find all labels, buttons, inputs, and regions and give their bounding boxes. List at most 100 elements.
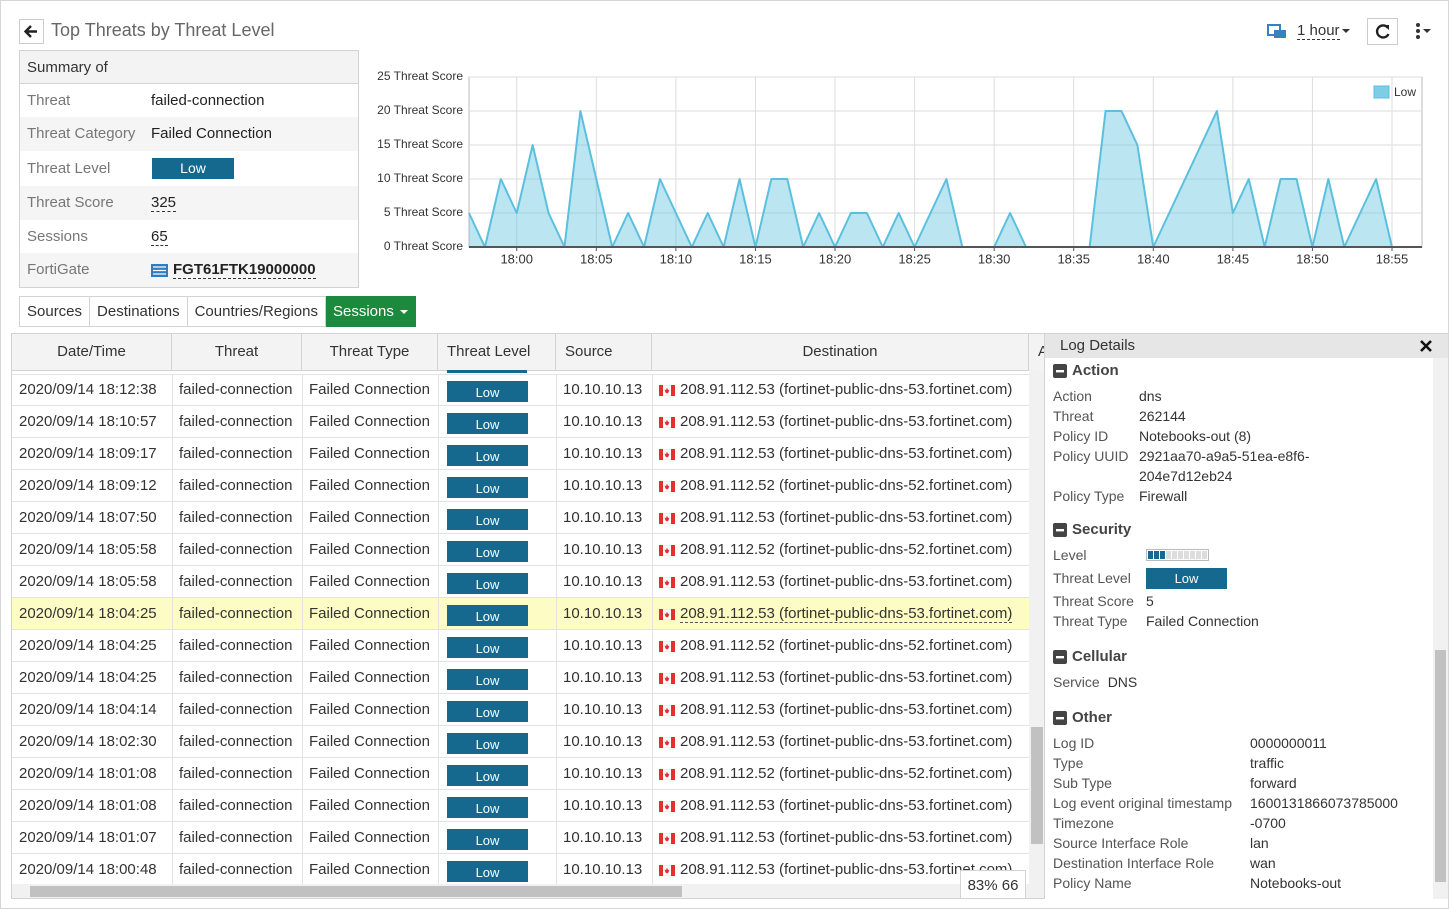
table-row[interactable]: [12, 694, 1029, 726]
table-row[interactable]: [12, 502, 1029, 534]
column-divider: [172, 598, 173, 630]
destination-text[interactable]: 208.91.112.53 (fortinet-public-dns-53.fo…: [680, 445, 1013, 462]
column-header[interactable]: Threat Level: [438, 334, 556, 370]
destination-text[interactable]: 208.91.112.53 (fortinet-public-dns-53.fo…: [680, 573, 1013, 590]
summary-value: 325: [151, 186, 177, 220]
level-bar: [1146, 545, 1428, 565]
tab[interactable]: Sources: [19, 296, 91, 327]
table-row[interactable]: [12, 822, 1029, 854]
level-segment: [1202, 551, 1207, 559]
v-scrollbar-thumb[interactable]: [1031, 727, 1043, 844]
log-scrollbar-thumb[interactable]: [1435, 650, 1446, 882]
column-divider: [556, 822, 557, 854]
caret: [1342, 29, 1350, 33]
table-row[interactable]: [12, 470, 1029, 502]
section-header[interactable]: Other: [1053, 708, 1428, 728]
destination-text[interactable]: 208.91.112.52 (fortinet-public-dns-52.fo…: [680, 637, 1013, 654]
column-header[interactable]: A: [1029, 334, 1044, 370]
destination-text[interactable]: 208.91.112.53 (fortinet-public-dns-53.fo…: [680, 797, 1013, 814]
legend-label: Low: [1394, 85, 1416, 99]
collapse-icon[interactable]: [1053, 711, 1067, 725]
cell-text: Failed Connection: [309, 829, 430, 846]
destination-text[interactable]: 208.91.112.53 (fortinet-public-dns-53.fo…: [680, 669, 1013, 686]
cell-text: Failed Connection: [309, 701, 430, 718]
summary-label: FortiGate: [27, 261, 90, 278]
column-divider: [556, 726, 557, 758]
table-row[interactable]: [12, 406, 1029, 438]
field-label: Policy Name: [1053, 875, 1132, 891]
h-scrollbar-thumb[interactable]: [30, 886, 682, 897]
collapse-icon[interactable]: [1053, 523, 1067, 537]
column-divider: [172, 790, 173, 822]
column-header[interactable]: Threat: [172, 334, 302, 370]
close-button[interactable]: [1419, 339, 1433, 353]
refresh-button[interactable]: [1367, 18, 1398, 45]
x-tick-label: 18:30: [978, 251, 1011, 266]
time-range[interactable]: 1 hour: [1297, 22, 1340, 40]
column-header[interactable]: Destination: [652, 334, 1029, 370]
section-header[interactable]: Cellular: [1053, 647, 1428, 667]
destination-text[interactable]: 208.91.112.53 (fortinet-public-dns-53.fo…: [680, 861, 1013, 878]
cell-text: failed-connection: [179, 573, 293, 590]
tab[interactable]: Sessions: [325, 296, 416, 327]
y-tick-label: 20 Threat Score: [377, 103, 463, 117]
table-row[interactable]: [12, 534, 1029, 566]
collapse-icon[interactable]: [1053, 364, 1067, 378]
table-row[interactable]: [12, 726, 1029, 758]
flag-icon: [659, 705, 675, 716]
cell-text: 2020/09/14 18:04:14: [19, 701, 157, 718]
collapse-icon[interactable]: [1053, 650, 1067, 664]
summary-value-text[interactable]: 325: [151, 194, 177, 212]
table-row[interactable]: [12, 758, 1029, 790]
table-row[interactable]: [12, 566, 1029, 598]
flag-icon: [659, 513, 675, 524]
section-header[interactable]: Security: [1053, 520, 1428, 540]
y-tick-label: 10 Threat Score: [377, 171, 463, 185]
cell-text: 2020/09/14 18:04:25: [19, 669, 157, 686]
destination-text[interactable]: 208.91.112.52 (fortinet-public-dns-52.fo…: [680, 765, 1013, 782]
destination-text[interactable]: 208.91.112.53 (fortinet-public-dns-53.fo…: [680, 413, 1013, 430]
column-divider: [652, 406, 653, 438]
column-divider: [652, 630, 653, 662]
table-row[interactable]: [12, 630, 1029, 662]
summary-value-text[interactable]: 65: [151, 228, 168, 246]
table-row[interactable]: [12, 374, 1029, 406]
column-header[interactable]: Source: [556, 334, 652, 370]
table-row[interactable]: [12, 790, 1029, 822]
destination-cell: 208.91.112.52 (fortinet-public-dns-52.fo…: [680, 630, 1027, 662]
destination-text[interactable]: 208.91.112.53 (fortinet-public-dns-53.fo…: [680, 701, 1013, 718]
column-header[interactable]: Date/Time: [12, 334, 172, 370]
field-value: 1600131866073785000: [1250, 795, 1398, 811]
field-label: Level: [1053, 547, 1087, 563]
column-divider: [172, 854, 173, 886]
destination-text[interactable]: 208.91.112.53 (fortinet-public-dns-53.fo…: [680, 381, 1013, 398]
column-divider: [556, 534, 557, 566]
summary-value-text[interactable]: FGT61FTK19000000: [173, 261, 316, 279]
plot-area: [468, 76, 1423, 248]
table-row[interactable]: [12, 662, 1029, 694]
destination-text[interactable]: 208.91.112.52 (fortinet-public-dns-52.fo…: [680, 541, 1013, 558]
destination-text[interactable]: 208.91.112.53 (fortinet-public-dns-53.fo…: [680, 605, 1013, 623]
cell-text: failed-connection: [179, 733, 293, 750]
destination-cell: 208.91.112.52 (fortinet-public-dns-52.fo…: [680, 470, 1027, 502]
tab[interactable]: Destinations: [90, 296, 188, 327]
column-divider: [302, 534, 303, 566]
section-header[interactable]: Action: [1053, 361, 1428, 381]
menu-button[interactable]: [1413, 21, 1433, 41]
column-header[interactable]: Threat Type: [302, 334, 438, 370]
column-divider: [302, 406, 303, 438]
field-value: -0700: [1250, 815, 1286, 831]
destination-text[interactable]: 208.91.112.53 (fortinet-public-dns-53.fo…: [680, 829, 1013, 846]
back-button[interactable]: [19, 19, 44, 44]
column-divider: [438, 598, 439, 630]
destination-text[interactable]: 208.91.112.53 (fortinet-public-dns-53.fo…: [680, 509, 1013, 526]
session-table: Date/Time Threat Threat Type Threat Level So…: [11, 333, 1045, 899]
cell-text: 2020/09/14 18:04:25: [19, 605, 157, 622]
tab[interactable]: Countries/Regions: [187, 296, 326, 327]
destination-text[interactable]: 208.91.112.53 (fortinet-public-dns-53.fo…: [680, 733, 1013, 750]
table-row[interactable]: [12, 438, 1029, 470]
field-label: Threat Level: [1053, 570, 1131, 586]
destination-text[interactable]: 208.91.112.52 (fortinet-public-dns-52.fo…: [680, 477, 1013, 494]
level-segment: [1166, 551, 1171, 559]
flag-icon: [659, 865, 675, 876]
